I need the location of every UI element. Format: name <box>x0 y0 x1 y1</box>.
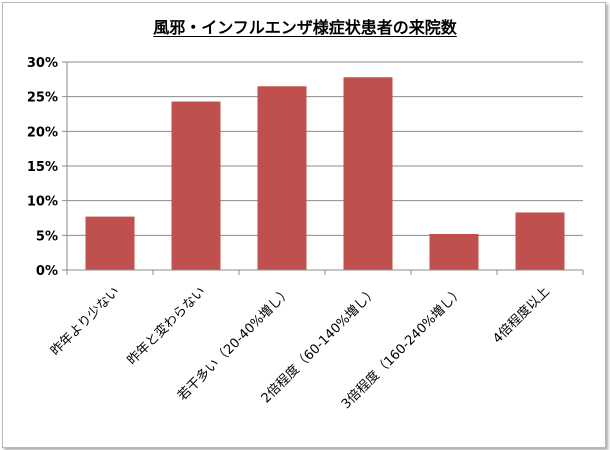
bar <box>171 101 221 271</box>
x-category-label: 昨年と変わらない <box>124 284 209 369</box>
bar <box>429 233 479 270</box>
y-tick-label: 5% <box>36 229 58 244</box>
bar <box>85 216 135 270</box>
y-tick-label: 20% <box>27 125 58 140</box>
x-category-label: 4倍程度以上 <box>490 284 553 347</box>
y-tick-label: 30% <box>27 56 58 71</box>
bar <box>343 77 393 271</box>
chart-title: 風邪・インフルエンザ様症状患者の来院数 <box>153 18 457 37</box>
y-tick-label: 10% <box>27 195 58 210</box>
y-tick-label: 15% <box>27 160 58 175</box>
x-category-label: 昨年より少ない <box>48 284 123 359</box>
y-tick-label: 0% <box>36 264 58 279</box>
y-tick-label: 25% <box>27 91 58 106</box>
bar <box>257 86 307 271</box>
bar <box>515 212 565 270</box>
